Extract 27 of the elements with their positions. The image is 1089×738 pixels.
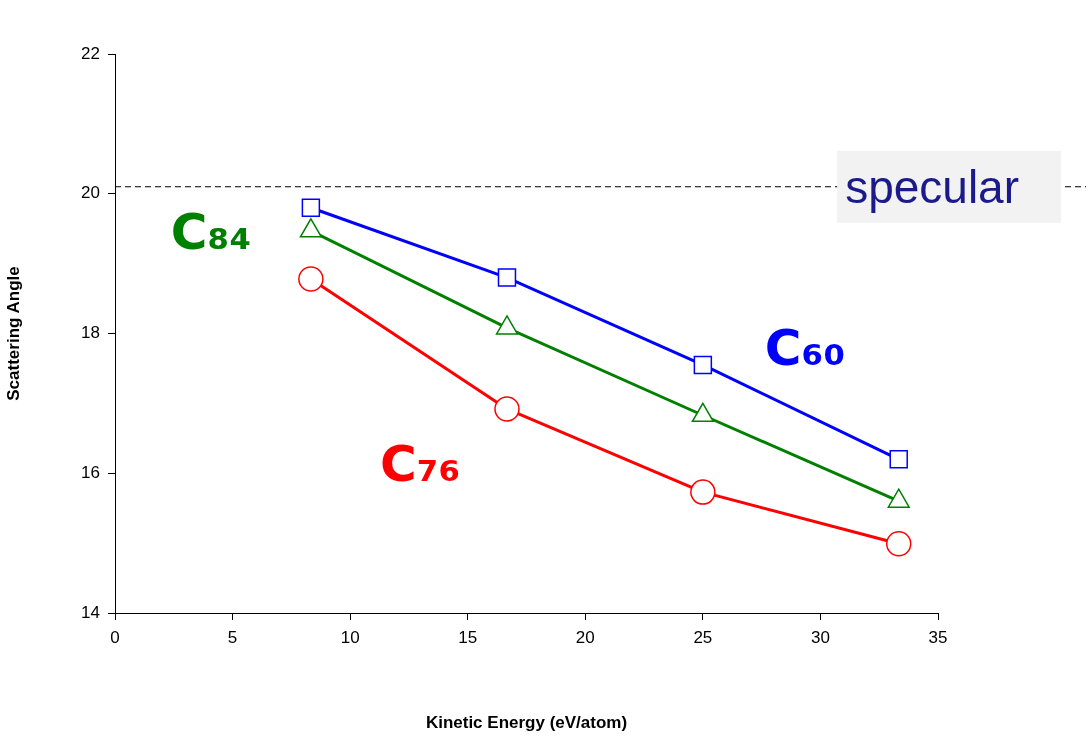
y-tick-label: 20 bbox=[81, 183, 100, 203]
x-tick-label: 25 bbox=[693, 627, 713, 647]
point bbox=[494, 396, 520, 422]
series-label: C₈₄ bbox=[170, 202, 252, 261]
x-tick-label: 30 bbox=[810, 627, 830, 647]
series-label: C₇₆ bbox=[379, 434, 461, 493]
x-tick-label: 5 bbox=[227, 627, 238, 647]
point bbox=[301, 198, 321, 217]
y-tick-label: 16 bbox=[81, 462, 100, 482]
series-label: C₆₀ bbox=[764, 318, 846, 377]
y-tick-label: 18 bbox=[81, 323, 100, 343]
ref-line-label: specular bbox=[845, 161, 1019, 214]
x-tick-label: 0 bbox=[110, 627, 120, 647]
point bbox=[889, 450, 908, 469]
point bbox=[690, 479, 716, 505]
x-tick-label: 10 bbox=[340, 627, 360, 647]
x-tick-label: 35 bbox=[928, 627, 948, 647]
y-tick-label: 22 bbox=[81, 43, 100, 63]
y-tick-label: 14 bbox=[81, 602, 100, 622]
y-axis-title: Scattering Angle bbox=[3, 266, 23, 401]
point bbox=[298, 266, 324, 292]
x-axis-title: Kinetic Energy (eV/atom) bbox=[425, 713, 628, 733]
x-tick-label: 20 bbox=[575, 627, 595, 647]
x-tick-label: 15 bbox=[458, 627, 478, 647]
point bbox=[885, 531, 912, 557]
point bbox=[497, 268, 517, 287]
point bbox=[693, 355, 713, 375]
